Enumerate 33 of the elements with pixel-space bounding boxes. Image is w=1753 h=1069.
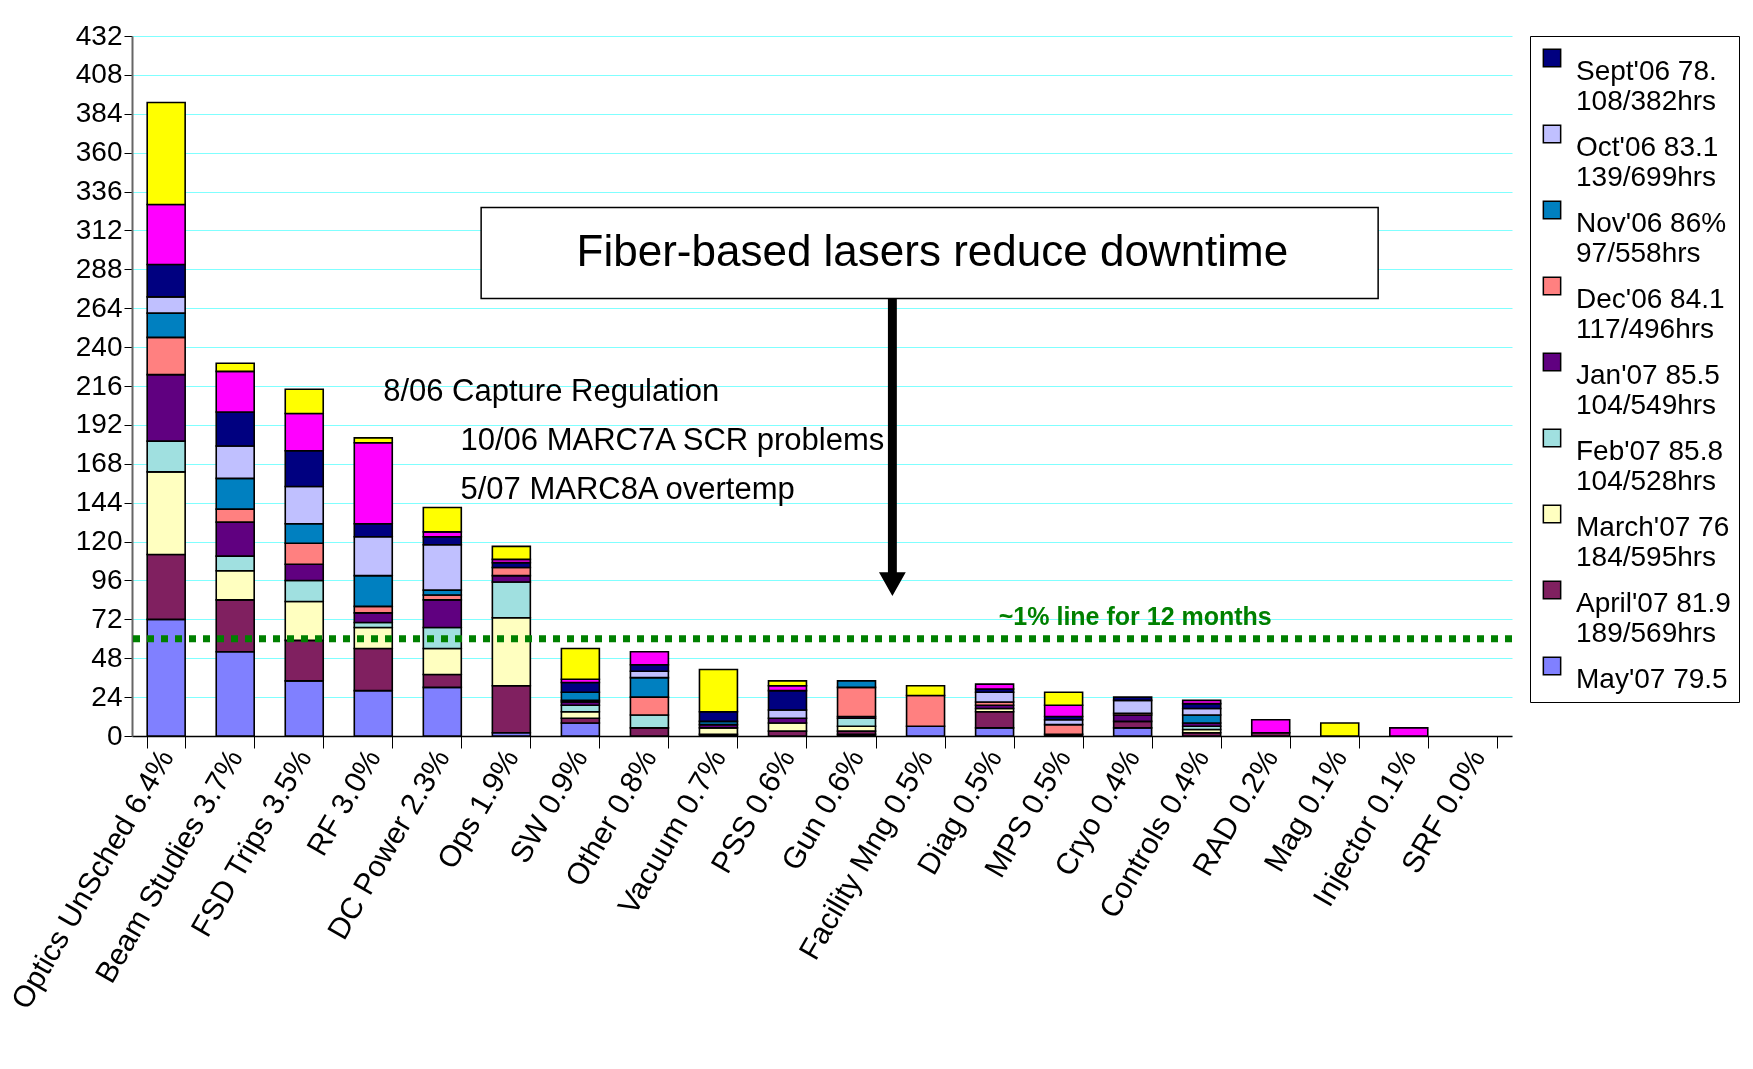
legend-label: May'07 79.5	[1576, 663, 1728, 694]
y-tick-label: 408	[75, 58, 123, 90]
y-tick-label: 24	[91, 680, 123, 712]
legend-label: March'07 76 184/595hrs	[1576, 511, 1730, 572]
legend-label: Nov'06 86% 97/558hrs	[1576, 207, 1727, 268]
legend-label: Dec'06 84.1 117/496hrs	[1576, 283, 1725, 344]
legend-label: Feb'07 85.8 104/528hrs	[1576, 435, 1724, 496]
y-tick-label: 240	[75, 330, 123, 362]
y-tick-label: 288	[75, 252, 123, 284]
y-tick-label: 264	[75, 291, 123, 323]
legend-label: Jan'07 85.5 104/549hrs	[1576, 359, 1720, 420]
y-tick-label: 192	[75, 408, 123, 440]
y-tick-label: 48	[91, 641, 123, 673]
annotation: 10/06 MARC7A SCR problems	[460, 421, 885, 457]
y-tick-label: 216	[75, 369, 123, 401]
annotation: 5/07 MARC8A overtemp	[460, 470, 795, 506]
annotation: Fiber-based lasers reduce downtime	[576, 226, 1289, 275]
y-tick-label: 72	[91, 602, 123, 634]
legend-label: Sept'06 78. 108/382hrs	[1576, 55, 1717, 116]
y-tick-label: 96	[91, 563, 123, 595]
y-tick-label: 312	[75, 213, 123, 245]
annotation: 8/06 Capture Regulation	[383, 373, 720, 409]
y-tick-label: 144	[75, 486, 123, 518]
y-tick-label: 168	[75, 447, 123, 479]
y-tick-label: 120	[75, 525, 123, 557]
legend-label: Oct'06 83.1 139/699hrs	[1576, 131, 1719, 192]
y-tick-label: 336	[75, 175, 123, 207]
y-tick-label: 384	[75, 97, 123, 129]
y-tick-label: 432	[75, 19, 123, 51]
y-tick-label: 0	[106, 719, 123, 751]
y-tick-label: 360	[75, 136, 123, 168]
legend-label: April'07 81.9 189/569hrs	[1576, 587, 1731, 648]
ref-line-label: ~1% line for 12 months	[998, 601, 1272, 630]
